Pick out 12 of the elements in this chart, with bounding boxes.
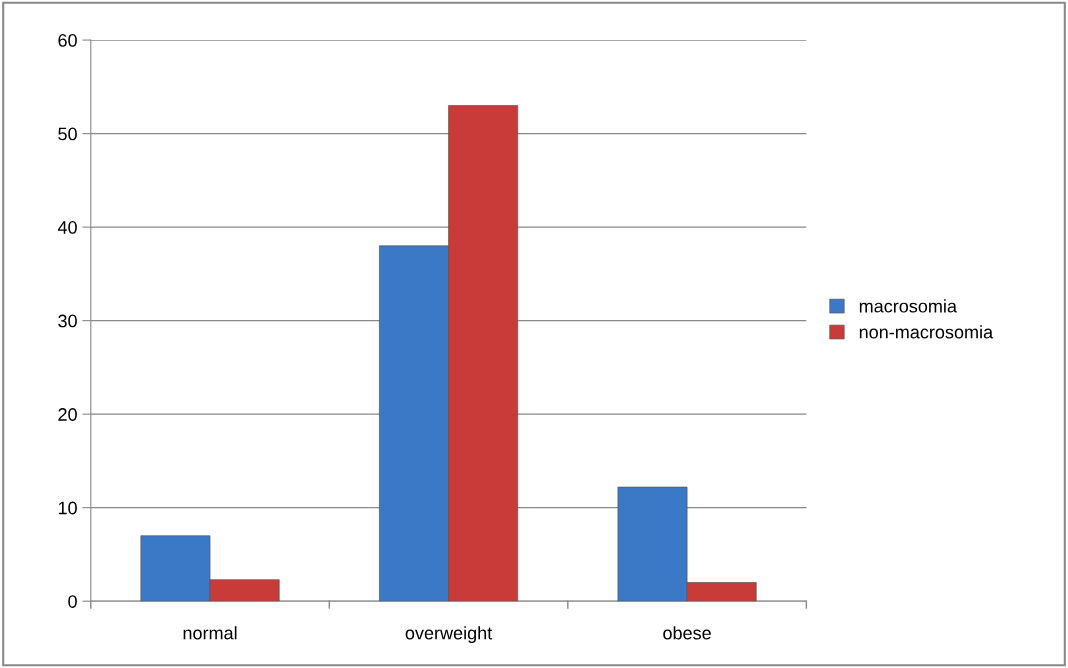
y-tick-label: 60 bbox=[58, 34, 77, 47]
x-tick-label: obese bbox=[663, 626, 711, 640]
y-tick-label: 20 bbox=[58, 408, 77, 421]
y-tick-label: 30 bbox=[58, 314, 77, 328]
y-tick-label: 40 bbox=[57, 221, 77, 234]
x-tick-label: normal bbox=[183, 626, 237, 640]
legend-label: non-macrosomia bbox=[859, 325, 994, 339]
y-tick-label: 10 bbox=[58, 501, 77, 515]
x-tick-label: overweight bbox=[405, 626, 493, 644]
y-tick-label: 0 bbox=[68, 595, 77, 608]
y-tick-label: 50 bbox=[58, 127, 77, 141]
legend-label: macrosomia bbox=[859, 299, 957, 313]
